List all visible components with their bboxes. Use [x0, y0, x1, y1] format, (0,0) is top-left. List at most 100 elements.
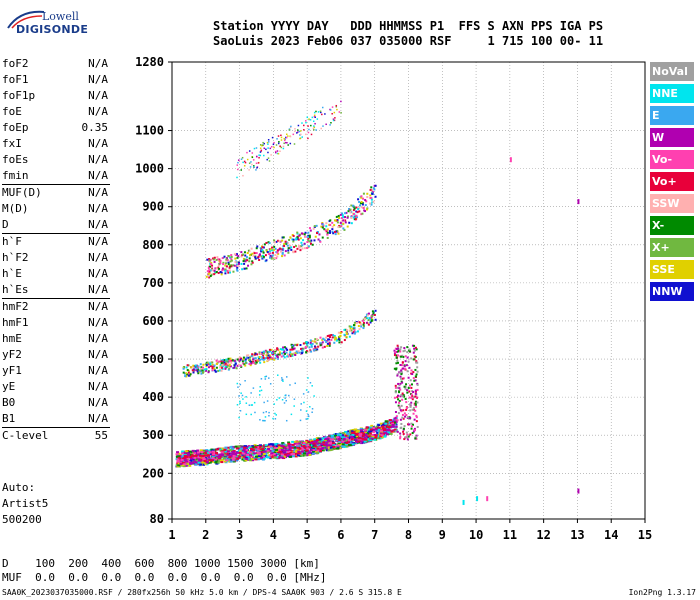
echo-point [325, 336, 328, 339]
echo-point [271, 249, 274, 252]
echo-point [207, 456, 211, 459]
echo-point [246, 455, 250, 458]
echo-point [321, 346, 324, 349]
echo-point [306, 246, 309, 249]
parameter-panel: foF2 N/A foF1 N/A foF1p N/A foE N/A foEp 0.35 fxI N… [2, 56, 110, 444]
echo-point [335, 337, 338, 340]
echo-point [217, 272, 220, 275]
echo-point [305, 235, 308, 238]
echo-point [188, 464, 192, 467]
echo-point [404, 355, 407, 358]
param-value: N/A [88, 412, 108, 425]
echo-point [251, 356, 254, 359]
echo-point [237, 168, 239, 171]
echo-point [253, 165, 255, 167]
echo-point [296, 452, 300, 455]
echo-point [262, 255, 265, 258]
echo-point [406, 356, 409, 359]
echo-point [299, 442, 303, 445]
echo-point [183, 463, 187, 466]
echo-point [181, 455, 185, 458]
echo-point [350, 204, 353, 207]
echo-point [234, 445, 238, 448]
echo-point [292, 250, 295, 253]
echo-point [322, 224, 325, 227]
distance-row: D 100 200 400 600 800 1000 1500 3000 [km… [2, 557, 320, 570]
echo-point [363, 436, 367, 439]
echo-point [401, 395, 404, 398]
echo-point [391, 423, 395, 426]
echo-point [215, 267, 218, 270]
echo-point [251, 450, 255, 453]
echo-point [211, 264, 214, 267]
echo-point [269, 350, 272, 353]
echo-point [191, 458, 195, 461]
echo-point [260, 250, 263, 253]
echo-point [363, 428, 367, 431]
echo-point [201, 371, 204, 374]
echo-point [300, 133, 302, 136]
echo-point [280, 139, 283, 141]
echo-point [278, 446, 282, 449]
echo-point [211, 361, 214, 364]
echo-point [253, 147, 256, 150]
echo-point [257, 162, 260, 164]
param-separator [2, 233, 110, 234]
echo-point [414, 346, 417, 349]
echo-point [403, 347, 406, 350]
echo-point [207, 267, 210, 270]
echo-point [189, 457, 193, 460]
echo-point [315, 338, 318, 341]
echo-point [411, 432, 414, 435]
echo-point [292, 238, 295, 241]
echo-point [259, 151, 262, 153]
echo-point [274, 412, 276, 415]
echo-point [400, 377, 403, 380]
echo-point [265, 350, 268, 353]
echo-point [265, 411, 267, 413]
echo-point [226, 259, 229, 262]
echo-point [307, 237, 310, 240]
echo-point [326, 339, 329, 342]
echo-point [231, 458, 235, 461]
echo-point [291, 443, 295, 446]
echo-point [214, 458, 218, 461]
echo-point [367, 428, 371, 431]
echo-point [223, 361, 226, 364]
echo-point [236, 457, 240, 460]
echo-point [269, 457, 273, 460]
echo-point [242, 398, 244, 400]
echo-point [294, 382, 296, 385]
echo-point [374, 318, 377, 321]
x-tick-label: 2 [202, 528, 209, 542]
echo-point [297, 244, 300, 247]
echo-point [384, 420, 388, 423]
echo-point [304, 446, 308, 449]
echo-point [404, 436, 407, 439]
echo-point [314, 116, 316, 118]
echo-point [330, 448, 334, 451]
echo-point [345, 442, 349, 445]
echo-point [248, 356, 251, 359]
echo-point [270, 358, 273, 361]
echo-point [264, 444, 268, 447]
echo-point [288, 394, 290, 397]
echo-point [192, 364, 195, 367]
echo-point [319, 240, 322, 243]
echo-point [199, 449, 203, 452]
x-tick-label: 10 [469, 528, 483, 542]
echo-point [227, 363, 230, 366]
echo-point [302, 342, 305, 345]
echo-point [194, 455, 198, 458]
param-name: foF1 [2, 73, 29, 86]
echo-point [282, 455, 286, 458]
echo-point [308, 240, 311, 243]
echo-point [275, 414, 278, 416]
param-value: N/A [88, 267, 108, 280]
echo-point [335, 447, 339, 450]
echo-point [390, 430, 394, 433]
echo-point [387, 422, 391, 425]
echo-point [325, 123, 327, 126]
echo-point [245, 255, 248, 258]
echo-point [280, 134, 282, 137]
